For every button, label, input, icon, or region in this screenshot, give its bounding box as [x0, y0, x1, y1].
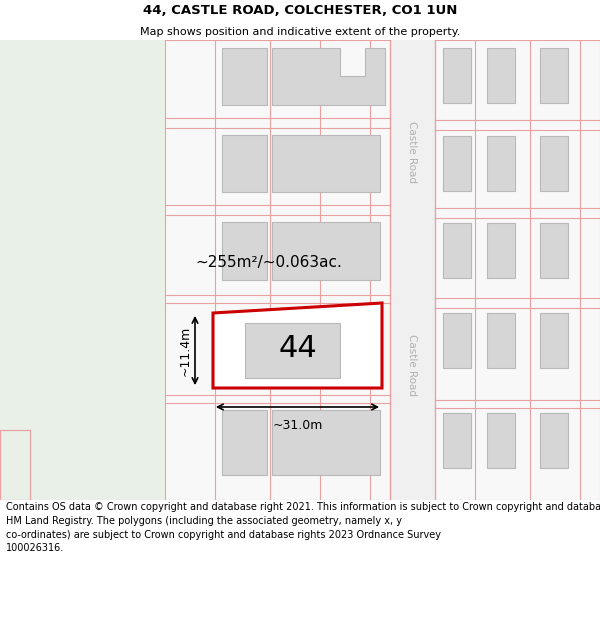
Bar — [443, 136, 471, 191]
Bar — [443, 48, 471, 103]
Bar — [272, 135, 380, 192]
Text: ~31.0m: ~31.0m — [272, 419, 323, 432]
Bar — [540, 313, 568, 368]
Bar — [245, 323, 340, 378]
Bar — [487, 413, 515, 468]
Text: Contains OS data © Crown copyright and database right 2021. This information is : Contains OS data © Crown copyright and d… — [6, 503, 600, 553]
Text: 44: 44 — [278, 334, 317, 363]
Polygon shape — [213, 303, 382, 388]
Bar — [540, 136, 568, 191]
Bar — [0, 40, 165, 500]
Bar — [487, 48, 515, 103]
Bar — [443, 313, 471, 368]
Bar — [540, 413, 568, 468]
Bar — [443, 413, 471, 468]
Bar — [222, 222, 267, 280]
Bar — [222, 410, 267, 475]
Bar — [487, 313, 515, 368]
Bar — [487, 223, 515, 278]
Bar — [165, 40, 600, 500]
Text: ~255m²/~0.063ac.: ~255m²/~0.063ac. — [195, 254, 342, 269]
Bar — [272, 222, 380, 280]
Text: ~11.4m: ~11.4m — [179, 326, 192, 376]
Bar — [487, 136, 515, 191]
Text: Castle Road: Castle Road — [407, 121, 417, 183]
Bar — [0, 430, 30, 500]
Bar — [540, 223, 568, 278]
Text: 44, CASTLE ROAD, COLCHESTER, CO1 1UN: 44, CASTLE ROAD, COLCHESTER, CO1 1UN — [143, 4, 457, 16]
Bar — [390, 40, 435, 500]
Polygon shape — [272, 48, 385, 105]
Bar — [272, 410, 380, 475]
Text: Map shows position and indicative extent of the property.: Map shows position and indicative extent… — [140, 27, 460, 37]
Text: Castle Road: Castle Road — [407, 334, 417, 396]
Bar — [443, 223, 471, 278]
Bar — [540, 48, 568, 103]
Bar — [222, 48, 267, 105]
Bar — [222, 135, 267, 192]
